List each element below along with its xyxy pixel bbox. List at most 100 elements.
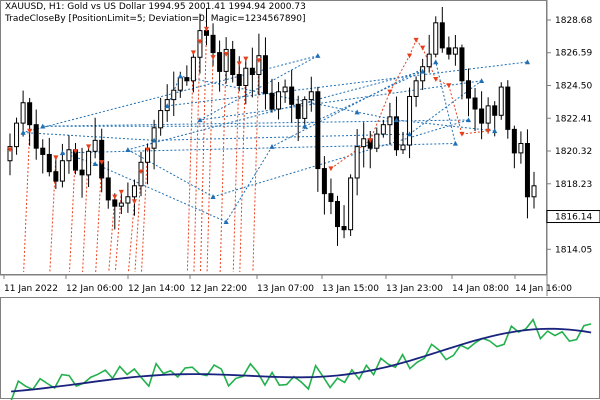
candles: [7, 6, 537, 246]
sell-arrow: [99, 160, 105, 165]
sell-trade-line: [200, 29, 207, 273]
candle: [92, 117, 98, 159]
sell-arrow: [485, 128, 491, 134]
price-label: 1824.50: [555, 81, 592, 91]
candle: [243, 59, 249, 105]
candle: [511, 125, 517, 169]
sell-trade-line: [49, 157, 57, 273]
candle: [33, 109, 39, 160]
sell-trade-line: [193, 41, 201, 273]
sell-arrow: [203, 26, 210, 32]
sell-arrow: [7, 147, 13, 153]
buy-arrow: [465, 117, 472, 123]
time-label: 12 Jan 14:00: [128, 284, 185, 294]
buy-arrow: [302, 123, 308, 129]
candle: [374, 127, 380, 153]
time-label: 14 Jan 08:00: [452, 284, 509, 294]
candle: [348, 174, 354, 236]
buy-trade-line: [409, 80, 482, 135]
price-label: 1814.05: [555, 245, 592, 255]
candle: [289, 69, 295, 123]
candle: [86, 145, 92, 188]
candle: [308, 76, 314, 112]
candle: [335, 195, 340, 246]
sell-trade-line: [461, 130, 489, 135]
candle: [485, 97, 491, 134]
candle: [223, 37, 229, 84]
candle: [446, 36, 452, 60]
buy-trade-line: [225, 146, 273, 223]
sell-arrow: [328, 166, 334, 172]
sell-arrow: [387, 89, 393, 95]
buy-trade-line: [271, 61, 436, 148]
buy-arrow: [40, 123, 46, 129]
time-label: 11 Jan 2022: [4, 284, 58, 294]
buy-arrow: [151, 137, 157, 143]
buy-arrow: [164, 103, 170, 109]
buy-arrow: [20, 129, 26, 135]
candle: [46, 137, 52, 177]
buy-arrow: [125, 147, 131, 152]
sell-trade-line: [409, 39, 417, 56]
candle: [131, 179, 137, 216]
sell-arrow: [197, 39, 203, 45]
sell-trade-line: [186, 52, 194, 273]
time-label: 13 Jan 15:00: [322, 284, 379, 294]
sell-trade-line: [134, 171, 142, 273]
equity-line: [11, 327, 592, 393]
candle: [7, 133, 13, 176]
candle: [125, 182, 131, 213]
candle: [380, 119, 386, 138]
buy-arrow: [210, 194, 216, 199]
candle: [466, 68, 471, 117]
candle: [420, 58, 426, 90]
candle: [407, 87, 413, 159]
sell-trade-line: [252, 60, 260, 273]
buy-arrow: [59, 150, 65, 156]
current-price-label: 1816.14: [555, 213, 592, 223]
time-axis[interactable]: 11 Jan 2022 12 Jan 06:00 12 Jan 14:00 12 Ja…: [3, 275, 572, 294]
sell-trade-line: [448, 85, 463, 135]
sell-arrow: [406, 53, 413, 59]
candle: [361, 122, 367, 168]
buy-arrow: [492, 128, 498, 134]
candle: [249, 47, 255, 98]
candle: [479, 91, 485, 140]
time-label: 13 Jan 23:00: [386, 284, 443, 294]
price-label: 1820.32: [555, 147, 592, 157]
candle: [321, 156, 327, 215]
buy-trade-line: [22, 55, 318, 133]
time-label: 14 Jan 16:00: [515, 284, 572, 294]
price-axis[interactable]: 1828.68 1826.59 1824.50 1822.41 1820.32 1818.…: [546, 16, 600, 255]
buy-trade-line: [435, 61, 456, 144]
buy-trade-line: [42, 119, 469, 127]
buy-arrow: [393, 117, 400, 123]
candle: [400, 131, 406, 154]
buy-arrow: [420, 68, 426, 74]
price-label: 1822.41: [555, 114, 592, 124]
sell-arrow: [27, 128, 33, 134]
sell-trade-line: [369, 91, 391, 141]
buy-trade-line: [127, 70, 423, 151]
candle: [171, 71, 177, 117]
buy-trade-line: [357, 111, 397, 121]
buy-arrow: [177, 73, 183, 79]
buy-trade-line: [212, 119, 469, 198]
sell-arrow: [112, 194, 118, 200]
sell-trade-line: [108, 196, 116, 273]
sell-arrow: [72, 149, 79, 154]
buy-arrow: [452, 140, 458, 146]
current-price-marker: [546, 210, 600, 224]
buy-arrow: [223, 219, 229, 225]
price-label: 1828.68: [555, 16, 592, 26]
sell-arrow: [190, 50, 196, 56]
candle: [118, 190, 124, 215]
time-label: 13 Jan 07:00: [257, 284, 314, 294]
sell-arrow: [210, 55, 216, 60]
buy-arrow: [406, 131, 413, 137]
sell-arrow: [433, 77, 439, 82]
candle: [40, 139, 46, 174]
candle: [439, 6, 445, 53]
